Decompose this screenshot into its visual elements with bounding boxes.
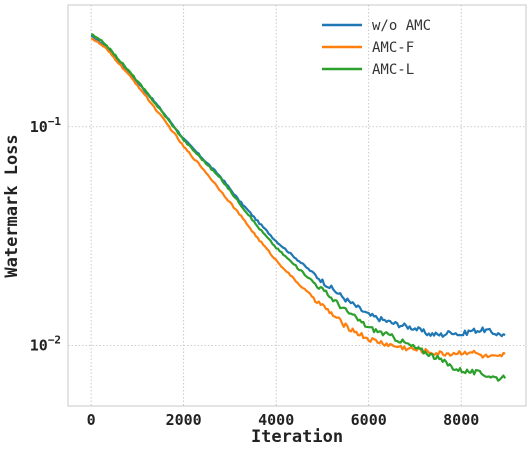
series-layer bbox=[90, 33, 507, 382]
x-axis-title: Iteration bbox=[251, 427, 343, 447]
x-tick-label: 8000 bbox=[443, 411, 479, 429]
y-tick-base: 10 bbox=[30, 118, 48, 136]
y-tick-exponent: −2 bbox=[48, 334, 61, 347]
y-tick-exponent: −1 bbox=[48, 115, 62, 128]
y-tick-label: 10−1 bbox=[30, 115, 62, 136]
x-tick-label: 2000 bbox=[166, 411, 202, 429]
legend-label: AMC-L bbox=[372, 62, 414, 78]
legend: w/o AMC AMC-F AMC-L bbox=[322, 18, 431, 78]
x-tick-label: 6000 bbox=[351, 411, 387, 429]
y-tick-label: 10−2 bbox=[30, 334, 61, 355]
plot-area bbox=[67, 4, 527, 407]
grid bbox=[68, 5, 526, 406]
y-axis-title: Watermark Loss bbox=[2, 134, 22, 277]
series-line bbox=[90, 37, 506, 359]
legend-label: AMC-F bbox=[372, 40, 414, 56]
y-tick-base: 10 bbox=[30, 337, 48, 355]
series-line bbox=[90, 33, 507, 382]
x-tick-label: 0 bbox=[87, 411, 96, 429]
x-tick-label: 4000 bbox=[258, 411, 294, 429]
legend-label: w/o AMC bbox=[372, 18, 431, 34]
